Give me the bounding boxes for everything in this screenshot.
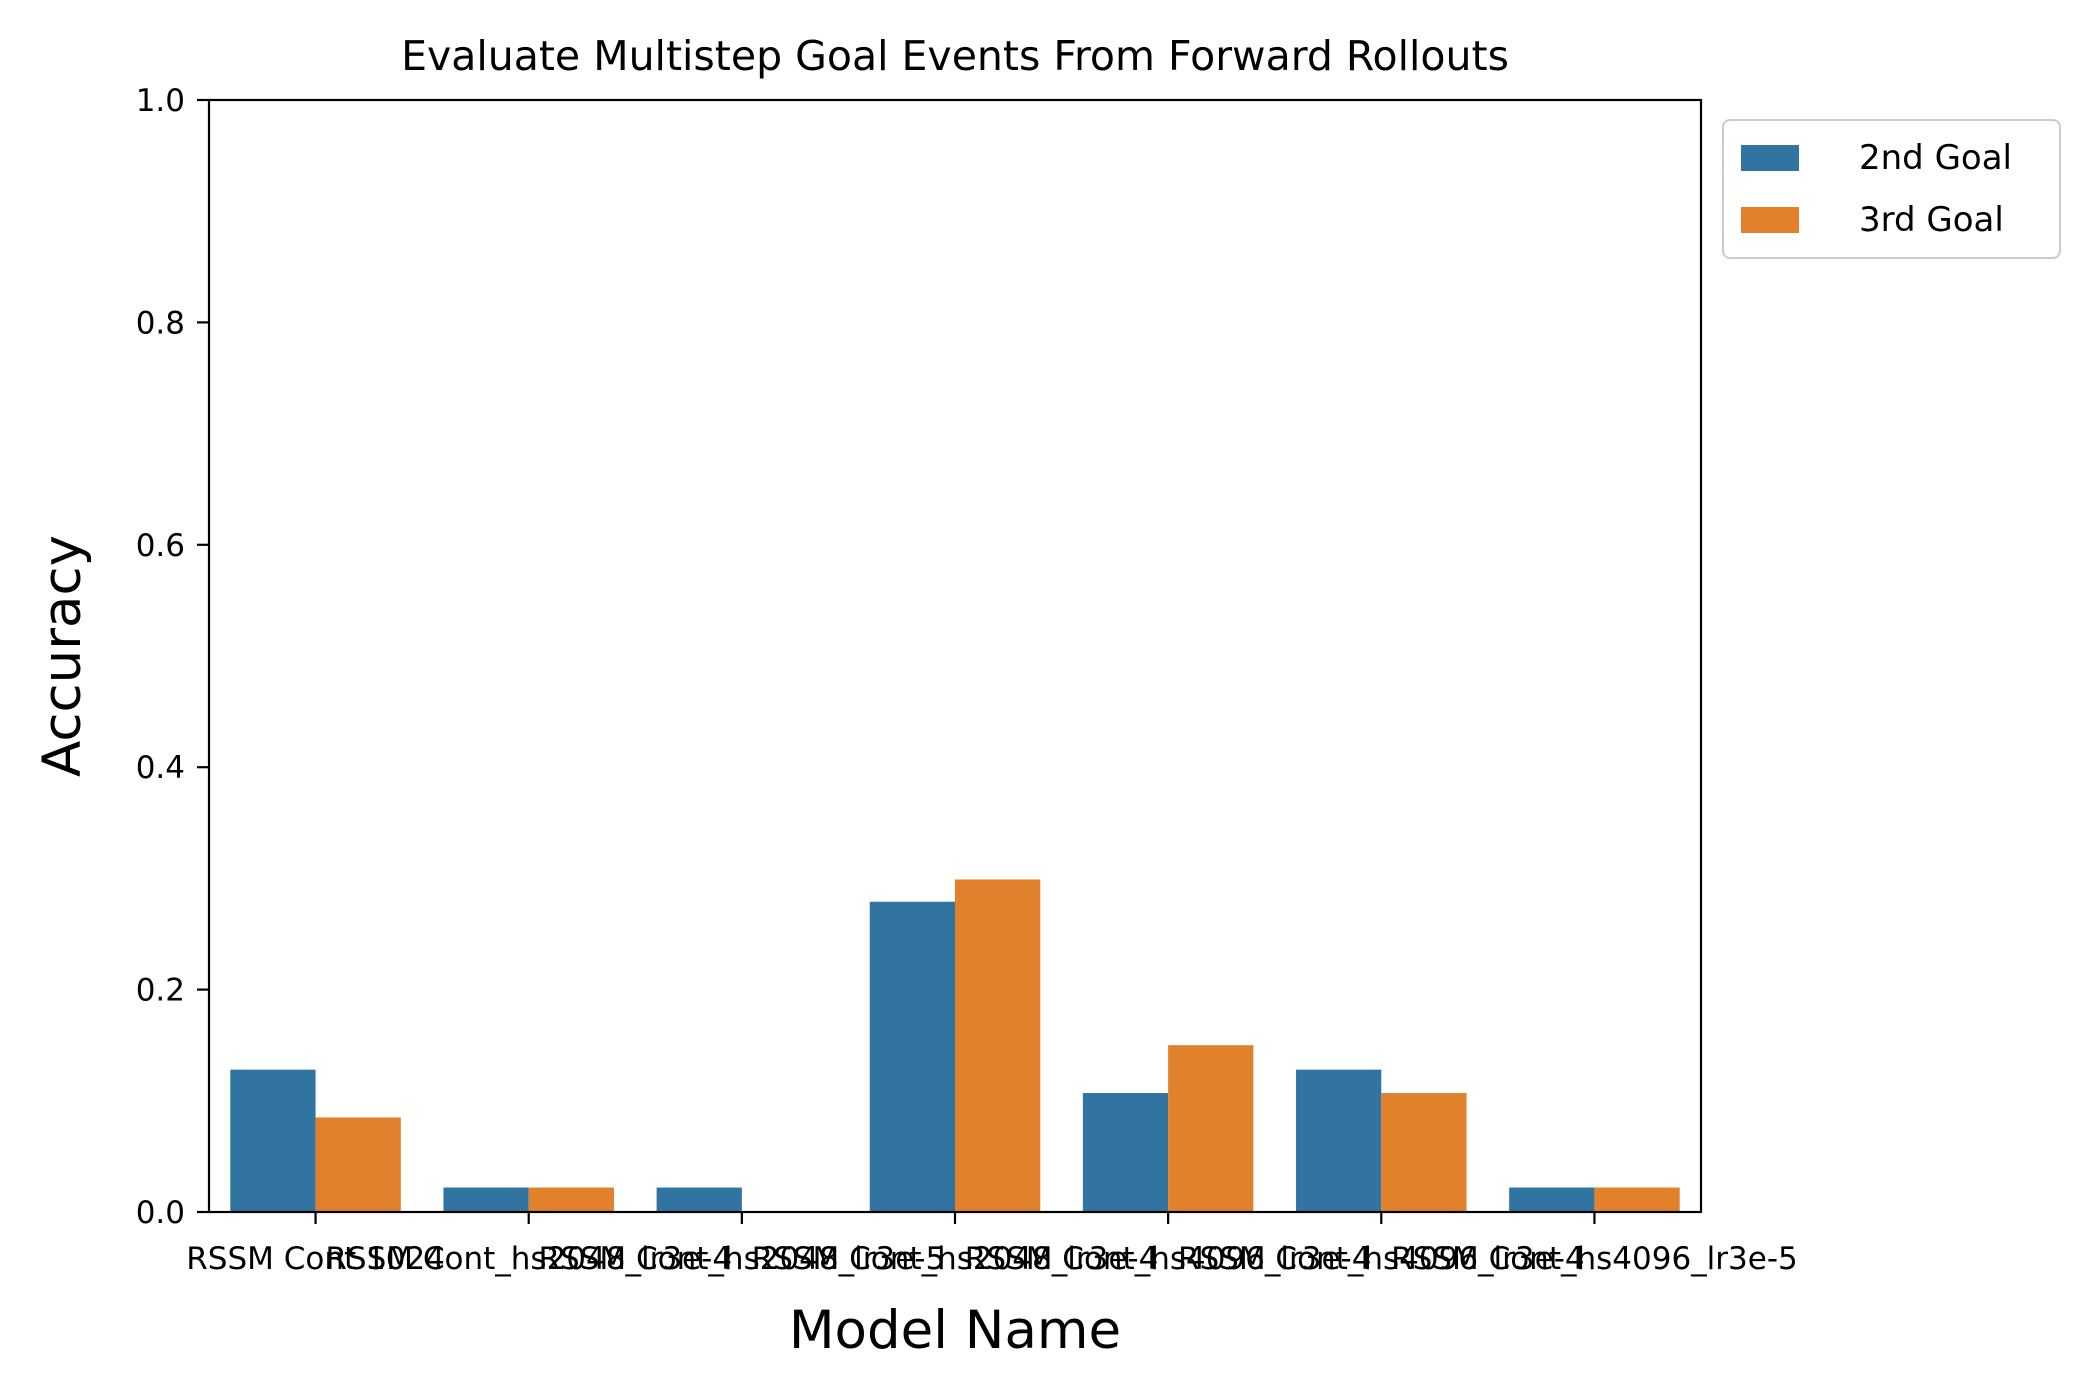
bar-2-4 [955, 879, 1041, 1212]
legend-box [1722, 119, 2061, 259]
x-tick-label: RSSM Cont_hs4096_lr3e-4 [965, 1241, 1372, 1277]
y-tick-label: 0.6 [136, 528, 185, 564]
bar-1-2 [443, 1187, 529, 1212]
bars-layer [230, 879, 1680, 1212]
x-tick-label: RSSM Cont_hs2048_lr3e-4 [325, 1241, 732, 1277]
x-tick-label: RSSM Cont_hs2048_lr3e-5 [539, 1241, 946, 1277]
y-tick-label: 0.2 [136, 973, 185, 1009]
y-tick-label: 0.0 [136, 1195, 185, 1231]
bar-1-3 [656, 1187, 742, 1212]
x-tick-label: RSSM Cont_hs2048_lr3e-4 [752, 1241, 1159, 1277]
bar-2-1 [315, 1117, 401, 1212]
x-axis-label: Model Name [789, 1300, 1121, 1361]
y-axis-label: Accuracy [32, 535, 93, 777]
y-axis: 0.0 0.2 0.4 0.6 0.8 1.0 [136, 83, 209, 1231]
legend-swatch [1741, 145, 1799, 171]
y-tick-label: 0.4 [136, 750, 185, 786]
legend-label: 3rd Goal [1859, 200, 2004, 240]
bar-2-2 [528, 1187, 614, 1212]
x-tick-label: RSSM Cont_hs4096_lr3e-4 [1178, 1241, 1585, 1277]
bar-1-1 [230, 1069, 316, 1212]
y-tick-label: 0.8 [136, 305, 185, 341]
bar-2-6 [1381, 1093, 1467, 1212]
bar-1-6 [1296, 1069, 1382, 1212]
bar-1-5 [1082, 1093, 1169, 1212]
legend-label: 2nd Goal [1859, 138, 2012, 178]
bar-2-7 [1594, 1187, 1680, 1212]
x-tick-label: RSSM Cont 1024 [186, 1241, 445, 1277]
bar-1-7 [1509, 1187, 1595, 1212]
y-tick-label: 1.0 [136, 83, 185, 119]
bar-1-4 [869, 901, 955, 1212]
bar-2-5 [1168, 1045, 1254, 1212]
x-tick-label: RSSM Cont_hs4096_lr3e-5 [1391, 1241, 1798, 1277]
legend-swatch [1741, 207, 1799, 233]
legend: 2nd Goal 3rd Goal [1722, 119, 2061, 259]
plot-frame [207, 98, 1703, 1214]
chart-title: Evaluate Multistep Goal Events From Forw… [401, 32, 1509, 80]
